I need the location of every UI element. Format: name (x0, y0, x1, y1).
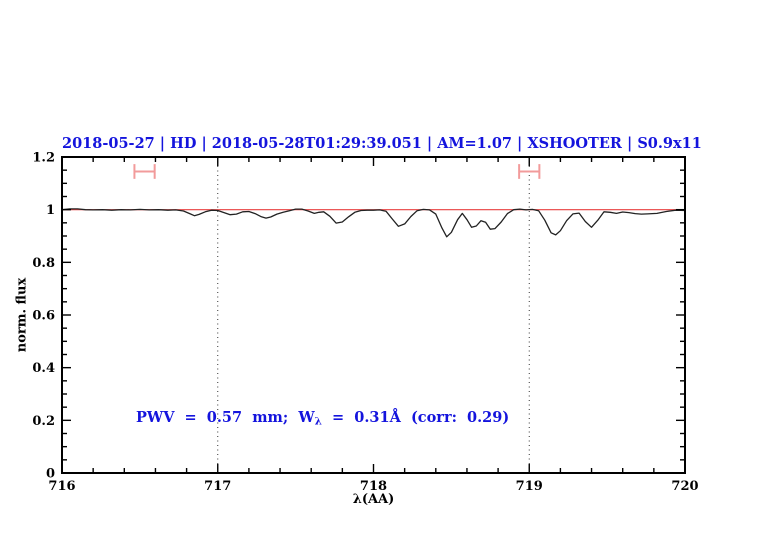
error-bar-marker (133, 164, 156, 179)
error-bar-marker (518, 164, 541, 179)
plot-title: 2018-05-27 | HD | 2018-05-28T01:29:39.05… (62, 135, 702, 152)
x-tick-label: 718 (360, 479, 387, 494)
y-tick-label: 0.6 (32, 309, 55, 324)
pwv-annotation: PWV = 0.57 mm; Wλ = 0.31Å (corr: 0.29) (136, 409, 509, 428)
y-axis-label: norm. flux (14, 277, 30, 353)
x-tick-label: 716 (48, 479, 75, 494)
pwv-annotation-suffix: = 0.31Å (corr: 0.29) (321, 409, 510, 426)
y-tick-label: 1 (46, 203, 55, 218)
y-tick-label: 0.8 (32, 256, 55, 271)
y-tick-label: 0.2 (32, 414, 55, 429)
x-tick-label: 719 (516, 479, 543, 494)
y-tick-label: 0.4 (32, 361, 55, 376)
spectrum-line (61, 208, 686, 238)
x-tick-label: 720 (671, 479, 698, 494)
pwv-annotation-subscript: λ (314, 415, 322, 428)
y-tick-label: 0 (46, 467, 55, 482)
x-tick-label: 717 (204, 479, 231, 494)
pwv-annotation-prefix: PWV = 0.57 mm; W (136, 409, 315, 426)
y-tick-label: 1.2 (32, 151, 55, 166)
x-axis-label: λ(AA) (352, 492, 395, 507)
